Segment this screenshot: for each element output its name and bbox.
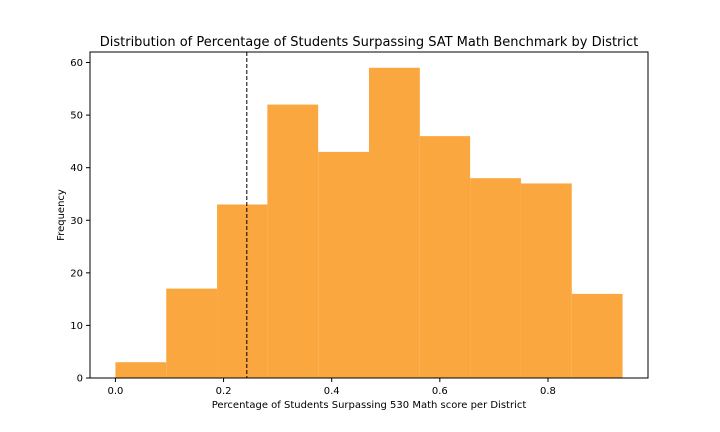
histogram-bar	[115, 362, 167, 378]
y-tick-label: 30	[70, 216, 83, 227]
y-tick-label: 0	[77, 374, 83, 385]
histogram-bar	[217, 204, 268, 378]
histogram-bar	[520, 183, 572, 378]
y-tick-label: 40	[70, 163, 83, 174]
histogram-bar	[318, 151, 369, 378]
chart-title: Distribution of Percentage of Students S…	[100, 35, 639, 50]
histogram-bar	[419, 136, 471, 378]
histogram-bar	[267, 104, 319, 379]
histogram-bar	[571, 293, 623, 378]
x-tick-label: 0.8	[540, 386, 556, 397]
y-tick-label: 20	[70, 268, 83, 279]
y-axis-label: Frequency	[56, 189, 67, 241]
histogram-bar	[166, 288, 218, 378]
x-tick-label: 0.4	[324, 386, 340, 397]
y-tick-label: 10	[70, 321, 83, 332]
x-tick-label: 0.6	[432, 386, 448, 397]
x-axis-label: Percentage of Students Surpassing 530 Ma…	[212, 400, 527, 411]
plot-frame	[89, 51, 649, 379]
x-tick-label: 0.2	[216, 386, 232, 397]
x-tick-label: 0.0	[107, 386, 123, 397]
histogram-bar	[369, 67, 420, 378]
x-axis-ticks: 0.0 0.2 0.4 0.6 0.8	[107, 378, 556, 397]
y-tick-label: 60	[70, 58, 83, 69]
histogram-bar	[470, 178, 521, 378]
y-tick-label: 50	[70, 111, 83, 122]
bars-group	[115, 67, 623, 379]
y-axis-ticks: 0 10 20 30 40 50 60	[70, 58, 90, 385]
